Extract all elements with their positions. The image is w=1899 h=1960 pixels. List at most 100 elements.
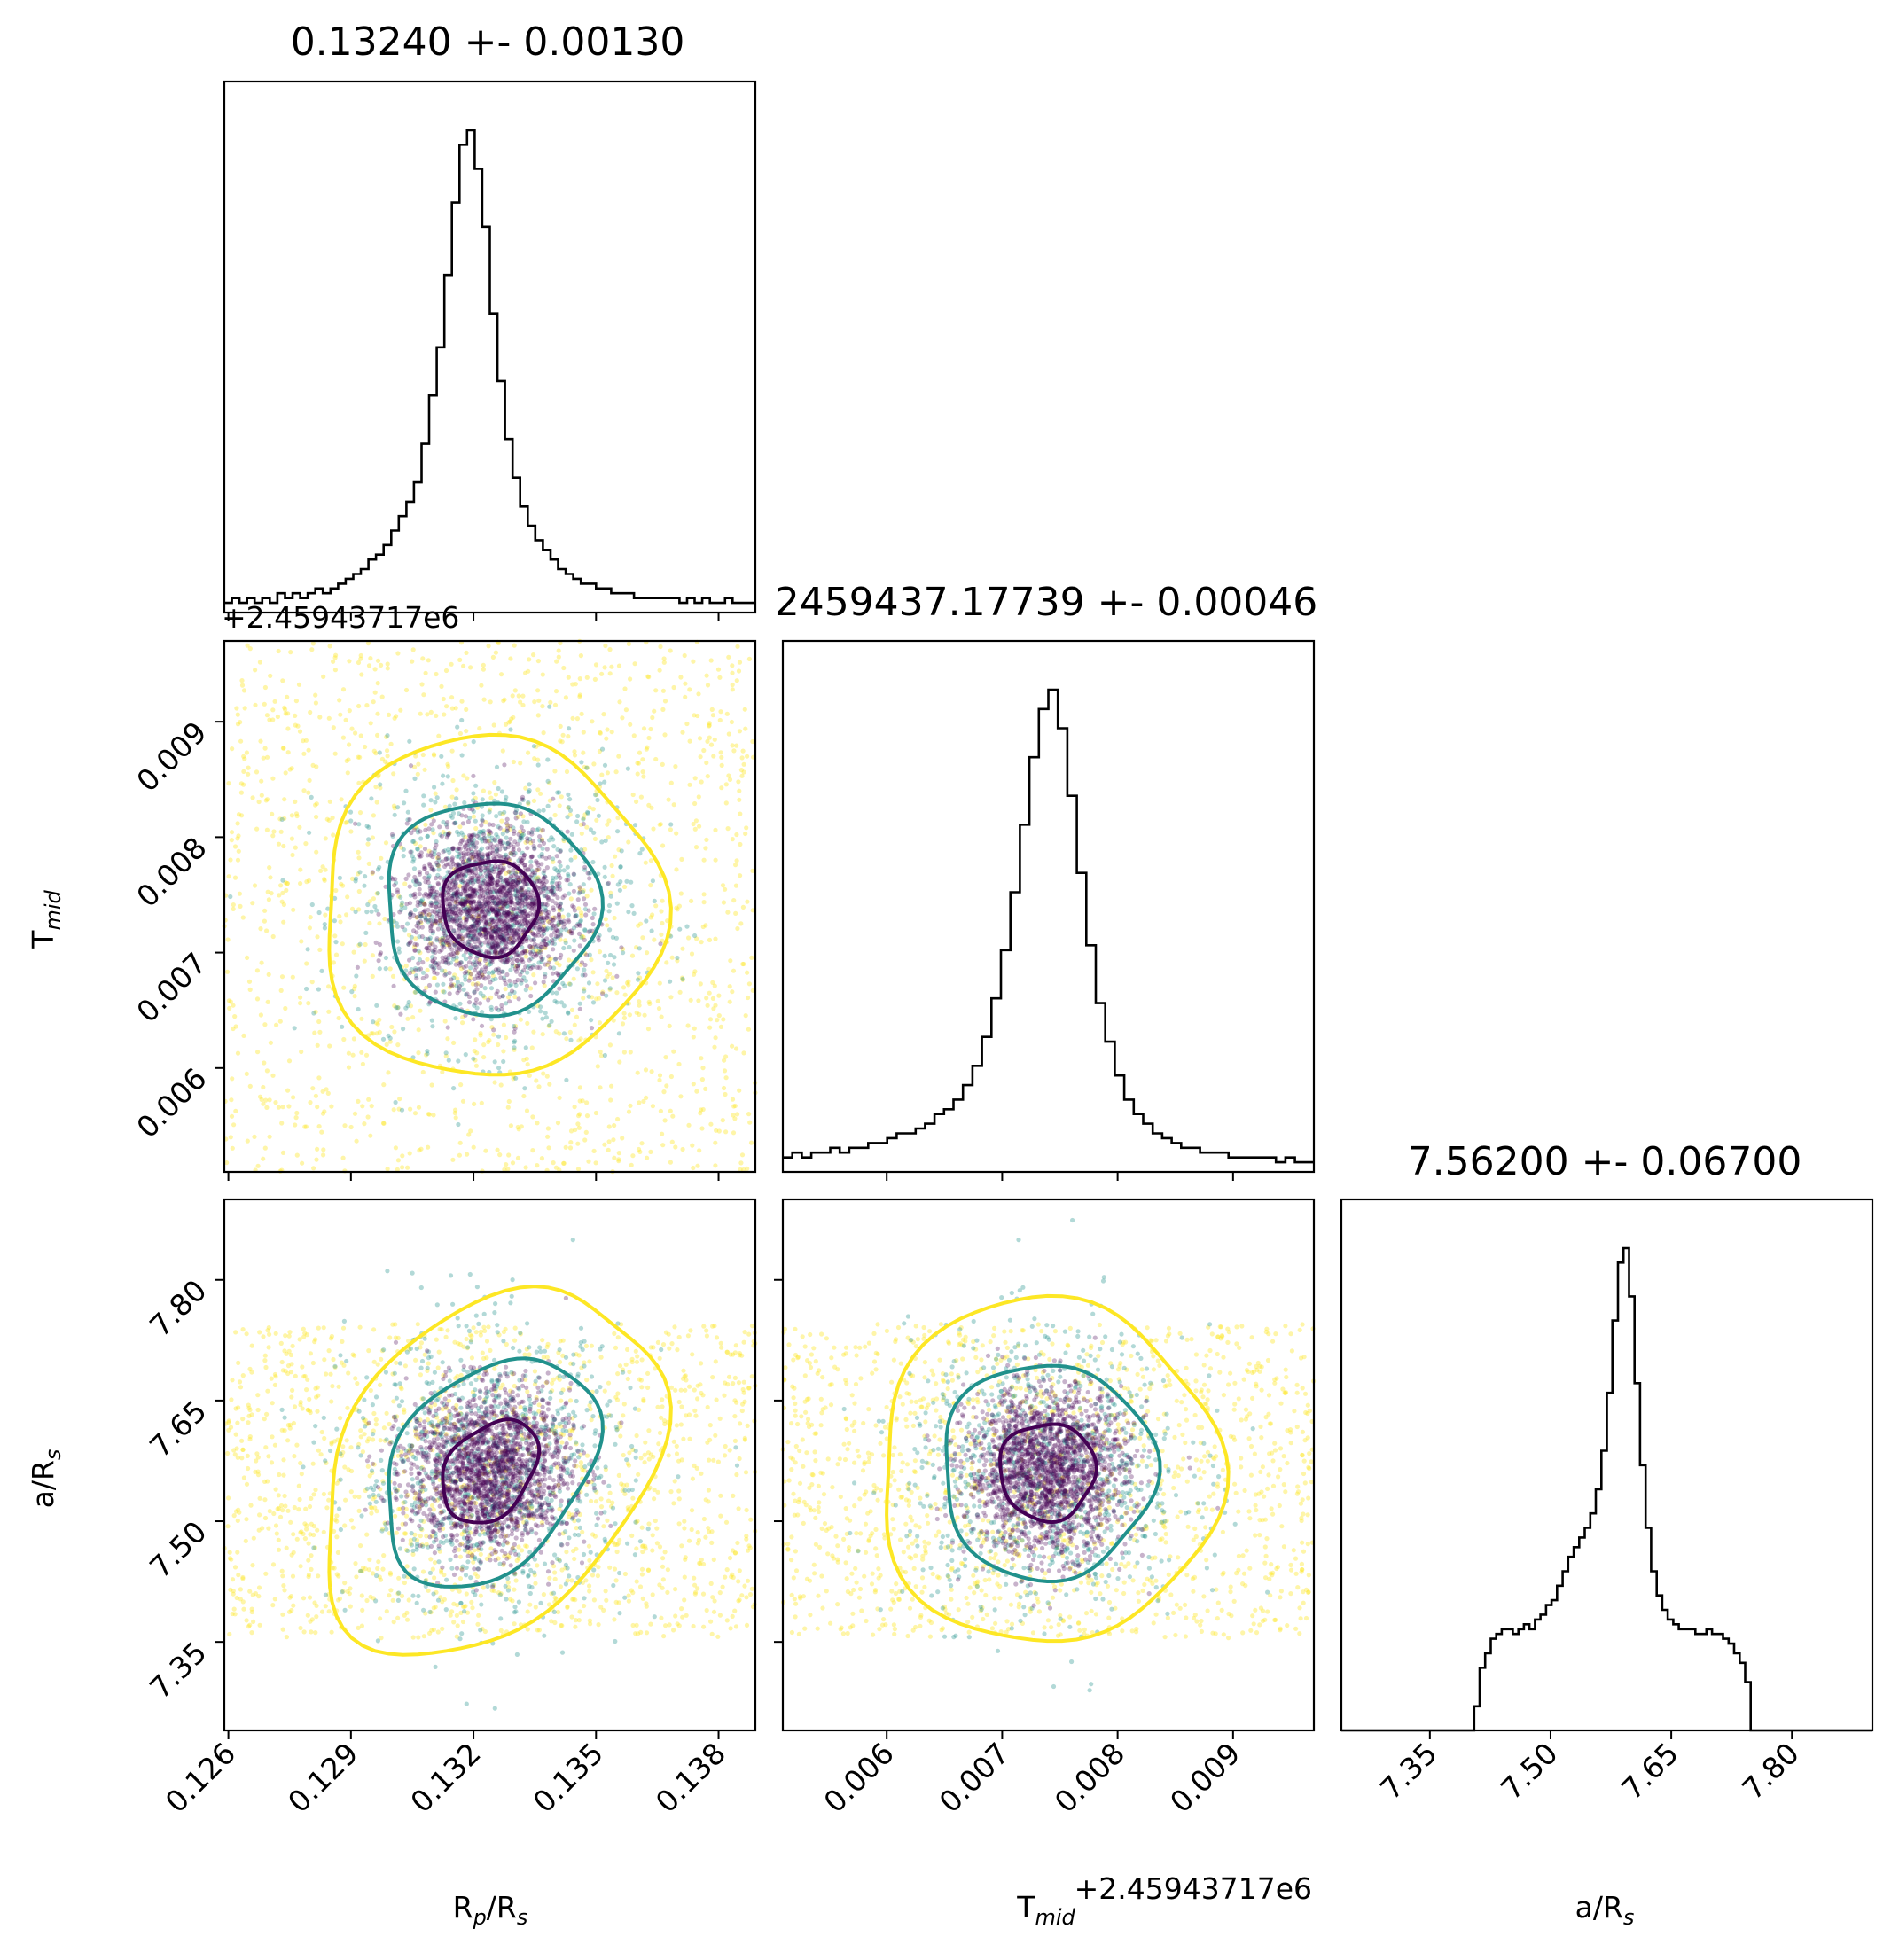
scatter-point xyxy=(540,704,545,709)
scatter-point xyxy=(472,968,478,973)
scatter-point xyxy=(679,1404,684,1409)
scatter-point xyxy=(613,1578,619,1583)
scatter-point xyxy=(241,688,247,693)
scatter-point xyxy=(700,924,706,930)
scatter-point xyxy=(289,1394,294,1400)
scatter-point xyxy=(567,944,572,950)
scatter-point xyxy=(567,1145,574,1151)
scatter-point xyxy=(319,1609,325,1614)
scatter-point xyxy=(356,1098,361,1104)
scatter-point xyxy=(470,875,475,880)
scatter-point xyxy=(450,1157,456,1162)
scatter-point xyxy=(514,957,520,964)
scatter-point xyxy=(329,1104,334,1109)
scatter-point xyxy=(582,972,588,978)
scatter-point xyxy=(579,913,584,918)
scatter-point xyxy=(581,730,586,735)
scatter-point xyxy=(472,928,477,933)
scatter-point xyxy=(574,966,581,972)
scatter-point xyxy=(453,1115,458,1121)
scatter-point xyxy=(738,841,743,847)
scatter-point xyxy=(450,847,456,852)
scatter-point xyxy=(679,1606,684,1612)
scatter-point xyxy=(732,1116,738,1121)
scatter-point xyxy=(619,945,624,950)
scatter-point xyxy=(250,795,255,800)
scatter-point xyxy=(725,826,731,832)
scatter-point xyxy=(387,1035,393,1041)
scatter-point xyxy=(321,1325,326,1331)
scatter-point xyxy=(559,1440,565,1445)
scatter-point xyxy=(374,800,379,805)
scatter-point xyxy=(496,824,501,830)
scatter-point xyxy=(279,1568,285,1573)
scatter-point xyxy=(539,862,544,867)
scatter-point xyxy=(601,712,606,717)
scatter-point xyxy=(547,780,552,786)
scatter-point xyxy=(392,806,397,811)
scatter-point xyxy=(538,890,544,895)
scatter-point xyxy=(374,1031,379,1036)
scatter-point xyxy=(459,936,465,941)
scatter-point xyxy=(425,957,430,962)
scatter-point xyxy=(551,837,556,842)
scatter-point xyxy=(425,1049,430,1054)
scatter-point xyxy=(551,844,557,849)
scatter-point xyxy=(646,1428,652,1433)
scatter-point xyxy=(568,896,574,902)
scatter-point xyxy=(565,1604,570,1609)
scatter-point xyxy=(587,928,593,933)
scatter-point xyxy=(535,949,542,954)
scatter-point xyxy=(455,980,461,985)
scatter-point xyxy=(723,886,728,892)
scatter-point xyxy=(599,671,605,676)
scatter-point xyxy=(551,915,556,920)
scatter-point xyxy=(458,892,464,897)
scatter-point xyxy=(543,926,548,932)
scatter-point xyxy=(523,785,528,791)
scatter-point xyxy=(437,937,443,942)
scatter-point xyxy=(577,694,582,699)
scatter-point xyxy=(331,659,336,664)
scatter-point xyxy=(259,1097,264,1102)
scatter-point xyxy=(696,998,701,1003)
scatter-point xyxy=(497,825,503,831)
scatter-point xyxy=(691,1082,696,1087)
scatter-point xyxy=(592,836,598,842)
scatter-point xyxy=(475,937,481,942)
scatter-point xyxy=(714,1335,720,1340)
scatter-point xyxy=(563,1144,568,1150)
scatter-point xyxy=(598,1355,604,1360)
scatter-point xyxy=(695,713,700,719)
scatter-point xyxy=(559,739,565,745)
scatter-point xyxy=(309,1629,314,1635)
scatter-point xyxy=(418,1008,423,1013)
scatter-point xyxy=(245,1453,250,1458)
scatter-point xyxy=(684,721,690,727)
scatter-point xyxy=(707,721,712,726)
scatter-point xyxy=(311,1011,316,1016)
scatter-point xyxy=(381,1082,387,1088)
scatter-point xyxy=(370,871,375,876)
scatter-point xyxy=(534,859,539,864)
scatter-point xyxy=(567,891,572,896)
scatter-point xyxy=(566,912,571,918)
scatter-point xyxy=(692,800,698,807)
scatter-point xyxy=(246,771,251,777)
scatter-point xyxy=(420,1069,426,1075)
scatter-point xyxy=(253,668,258,673)
scatter-point xyxy=(500,1382,505,1387)
scatter-point xyxy=(409,830,414,836)
scatter-point xyxy=(501,865,506,871)
scatter-point xyxy=(461,850,466,855)
scatter-point xyxy=(441,936,446,941)
scatter-point xyxy=(737,1456,742,1462)
scatter-point xyxy=(364,703,370,708)
scatter-point xyxy=(282,705,287,710)
scatter-point xyxy=(581,821,586,827)
scatter-point xyxy=(610,934,616,940)
scatter-point xyxy=(306,747,311,753)
scatter-point xyxy=(635,977,641,982)
scatter-point xyxy=(547,1082,552,1087)
scatter-point xyxy=(572,1105,577,1110)
